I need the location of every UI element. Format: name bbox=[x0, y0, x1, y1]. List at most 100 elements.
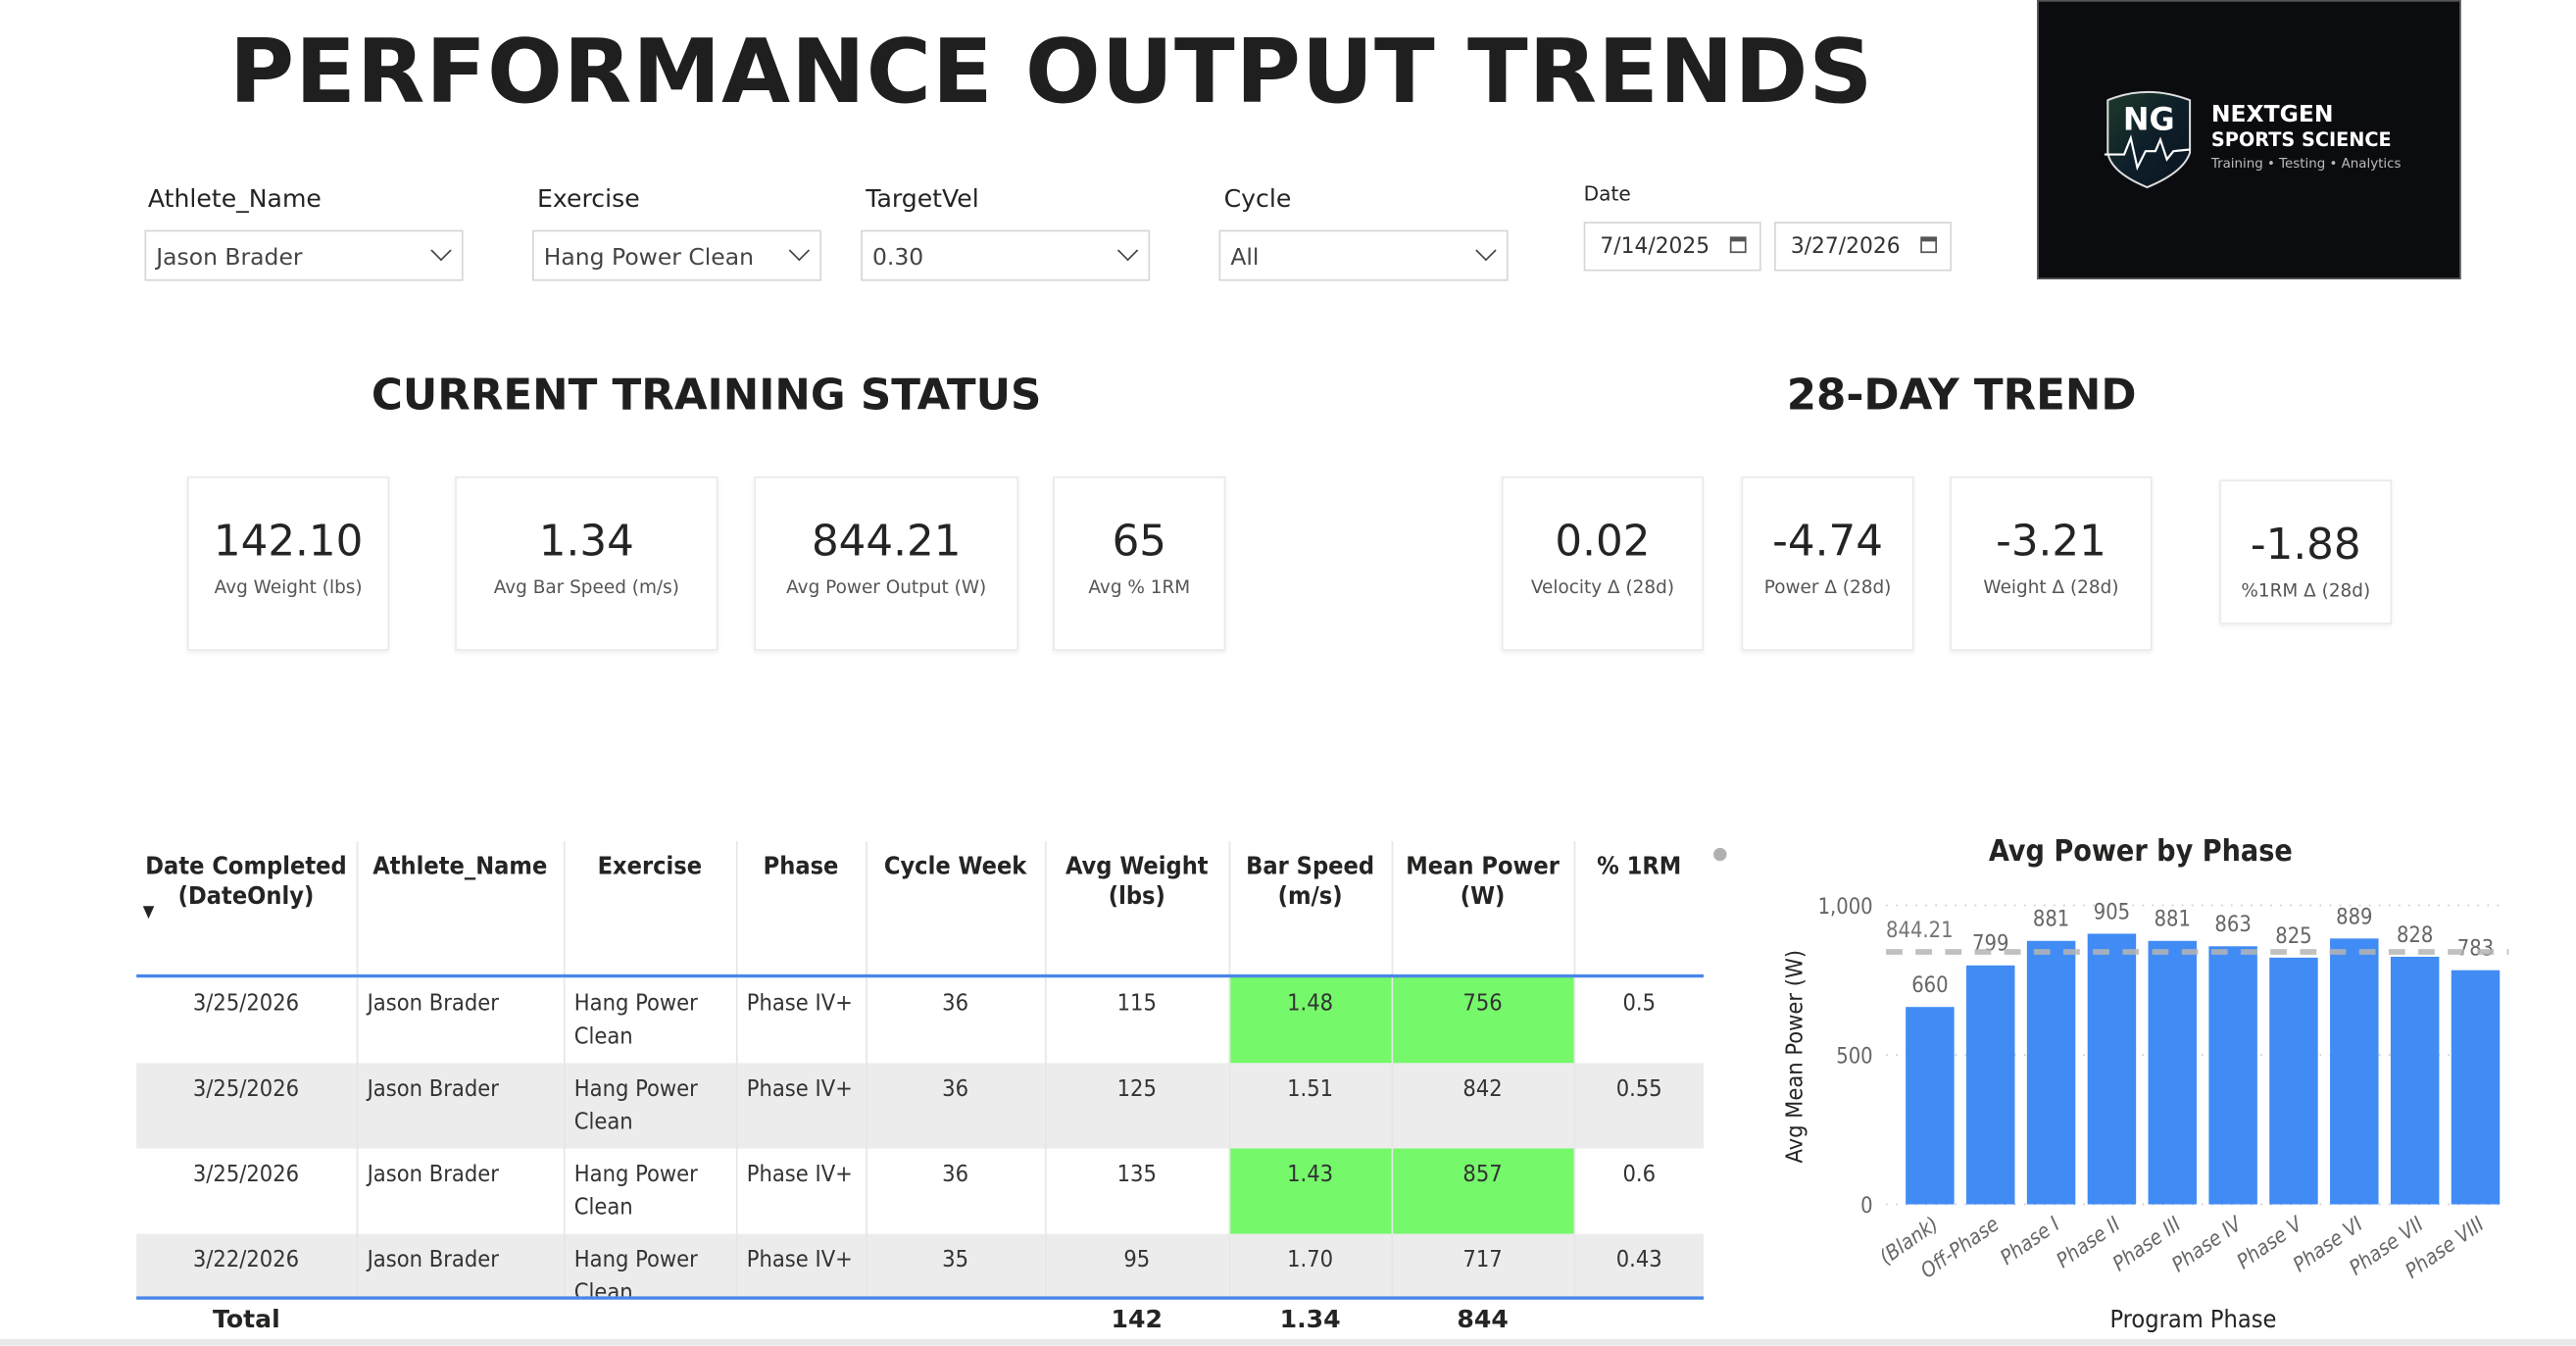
scrollbar-handle[interactable] bbox=[1713, 847, 1727, 862]
calendar-icon[interactable] bbox=[1729, 236, 1747, 254]
filter-label-exercise: Exercise bbox=[537, 183, 640, 214]
bar[interactable] bbox=[2208, 946, 2257, 1205]
bar[interactable] bbox=[1966, 965, 2015, 1205]
svg-text:Training • Testing • Analytics: Training • Testing • Analytics bbox=[2210, 157, 2402, 172]
bar[interactable] bbox=[2148, 940, 2198, 1205]
col-exercise[interactable]: Exercise bbox=[563, 841, 736, 976]
col-label: Date Completed (DateOnly) bbox=[145, 851, 347, 911]
table-total-row: Total 142 1.34 844 bbox=[136, 1296, 1705, 1335]
athlete-dropdown-value: Jason Brader bbox=[156, 244, 303, 272]
kpi-avg-bar-speed: 1.34 Avg Bar Speed (m/s) bbox=[455, 476, 718, 651]
y-tick-label: 1,000 bbox=[1818, 895, 1873, 920]
kpi-label: Avg Weight (lbs) bbox=[214, 576, 363, 599]
kpi-avg-power: 844.21 Avg Power Output (W) bbox=[754, 476, 1019, 651]
table-cell: 3/22/2026 bbox=[136, 1233, 357, 1297]
kpi-avg-1rm: 65 Avg % 1RM bbox=[1053, 476, 1226, 651]
total-label: Total bbox=[213, 1304, 280, 1334]
x-tick-label: Phase IV bbox=[2167, 1212, 2247, 1277]
kpi-value: 142.10 bbox=[213, 517, 364, 568]
filter-label-cycle: Cycle bbox=[1223, 183, 1292, 214]
chevron-down-icon bbox=[1475, 239, 1497, 262]
col-bar-speed[interactable]: Bar Speed (m/s) bbox=[1227, 841, 1392, 976]
kpi-label: Avg Power Output (W) bbox=[786, 576, 987, 599]
table-cell: 0.43 bbox=[1572, 1233, 1705, 1297]
bottom-bar bbox=[0, 1338, 2576, 1346]
col-1rm[interactable]: % 1RM bbox=[1572, 841, 1705, 976]
athlete-dropdown[interactable]: Jason Brader bbox=[144, 229, 464, 281]
kpi-label: Power Δ (28d) bbox=[1763, 576, 1892, 599]
kpi-label: Velocity Δ (28d) bbox=[1530, 576, 1675, 599]
bar[interactable] bbox=[2087, 933, 2137, 1205]
calendar-icon[interactable] bbox=[1920, 236, 1938, 254]
targetvel-dropdown-value: 0.30 bbox=[871, 244, 924, 272]
table-row[interactable]: 3/22/2026 Jason Brader Hang Power Clean Pha… bbox=[136, 1233, 1705, 1297]
data-label: 881 bbox=[2033, 908, 2069, 932]
table-header: Date Completed (DateOnly) ▼ Athlete_Name … bbox=[136, 841, 1705, 976]
table-cell: 0.55 bbox=[1572, 1063, 1705, 1149]
kpi-value: -1.88 bbox=[2250, 521, 2361, 571]
table-row[interactable]: 3/25/2026 Jason Brader Hang Power Clean Pha… bbox=[136, 1148, 1705, 1234]
data-label: 828 bbox=[2397, 923, 2433, 948]
table-cell: 135 bbox=[1044, 1148, 1229, 1234]
y-tick-label: 0 bbox=[1860, 1194, 1872, 1219]
chevron-down-icon bbox=[1116, 239, 1139, 262]
table-cell: Jason Brader bbox=[355, 1063, 564, 1149]
table-cell: Hang Power Clean bbox=[563, 975, 736, 1064]
bar[interactable] bbox=[2451, 970, 2501, 1205]
bar[interactable] bbox=[2390, 956, 2440, 1205]
bar[interactable] bbox=[2269, 957, 2318, 1205]
cycle-dropdown[interactable]: All bbox=[1218, 229, 1509, 281]
col-cycle-week[interactable]: Cycle Week bbox=[865, 841, 1045, 976]
avg-power-chart: Avg Power by Phase 0 500 1,000 660 (Blank) 799… bbox=[1758, 822, 2530, 1339]
table-cell: Phase IV+ bbox=[735, 1063, 867, 1149]
kpi-label: Weight Δ (28d) bbox=[1983, 576, 2119, 599]
total-bar-speed: 1.34 bbox=[1279, 1304, 1341, 1334]
start-date-value: 7/14/2025 bbox=[1600, 234, 1710, 260]
table-cell: 0.5 bbox=[1572, 975, 1705, 1064]
bar[interactable] bbox=[1906, 1007, 1955, 1205]
col-mean-power[interactable]: Mean Power (W) bbox=[1390, 841, 1574, 976]
sort-desc-icon[interactable]: ▼ bbox=[142, 903, 155, 922]
kpi-value: 65 bbox=[1112, 517, 1167, 568]
table-cell: 36 bbox=[865, 975, 1045, 1064]
data-label: 863 bbox=[2214, 913, 2251, 937]
table-cell: 3/25/2026 bbox=[192, 1161, 300, 1188]
svg-text:NEXTGEN: NEXTGEN bbox=[2211, 100, 2334, 127]
exercise-dropdown[interactable]: Hang Power Clean bbox=[532, 229, 821, 281]
col-athlete[interactable]: Athlete_Name bbox=[355, 841, 564, 976]
kpi-label: %1RM Δ (28d) bbox=[2241, 579, 2371, 602]
end-date-input[interactable]: 3/27/2026 bbox=[1774, 222, 1953, 272]
current-status-heading: CURRENT TRAINING STATUS bbox=[371, 371, 1042, 422]
table-cell: 1.51 bbox=[1227, 1063, 1392, 1149]
table-cell: Phase IV+ bbox=[735, 975, 867, 1064]
targetvel-dropdown[interactable]: 0.30 bbox=[861, 229, 1151, 281]
col-avg-weight[interactable]: Avg Weight (lbs) bbox=[1044, 841, 1229, 976]
data-table[interactable]: Date Completed (DateOnly) ▼ Athlete_Name … bbox=[136, 841, 1705, 1297]
bar[interactable] bbox=[2330, 938, 2379, 1205]
table-cell: 717 bbox=[1390, 1233, 1574, 1297]
table-row[interactable]: 3/25/2026 Jason Brader Hang Power Clean Pha… bbox=[136, 975, 1705, 1064]
col-date[interactable]: Date Completed (DateOnly) ▼ bbox=[136, 841, 357, 975]
trend-1rm: -1.88 %1RM Δ (28d) bbox=[2219, 479, 2393, 624]
kpi-value: 1.34 bbox=[538, 517, 634, 568]
table-cell: Jason Brader bbox=[355, 1148, 564, 1234]
kpi-avg-weight: 142.10 Avg Weight (lbs) bbox=[187, 476, 390, 651]
table-cell: 3/25/2026 bbox=[136, 1063, 357, 1149]
table-cell: 857 bbox=[1390, 1148, 1574, 1234]
table-row[interactable]: 3/25/2026 Jason Brader Hang Power Clean Pha… bbox=[136, 1063, 1705, 1149]
logo-shield-icon: NG NEXTGEN SPORTS SCIENCE Training • Tes… bbox=[2104, 90, 2402, 189]
table-cell: 35 bbox=[865, 1233, 1045, 1297]
table-cell: 36 bbox=[865, 1063, 1045, 1149]
logo: NG NEXTGEN SPORTS SCIENCE Training • Tes… bbox=[2037, 0, 2461, 279]
table-cell: 842 bbox=[1390, 1063, 1574, 1149]
start-date-input[interactable]: 7/14/2025 bbox=[1583, 222, 1761, 272]
table-cell: 0.6 bbox=[1572, 1148, 1705, 1234]
table-cell: Phase IV+ bbox=[735, 1233, 867, 1297]
chevron-down-icon bbox=[788, 239, 811, 262]
y-tick-label: 500 bbox=[1836, 1044, 1872, 1069]
bar[interactable] bbox=[2026, 940, 2076, 1205]
table-cell: 3/25/2026 bbox=[192, 990, 300, 1018]
col-phase[interactable]: Phase bbox=[735, 841, 867, 976]
table-cell: 1.70 bbox=[1227, 1233, 1392, 1297]
